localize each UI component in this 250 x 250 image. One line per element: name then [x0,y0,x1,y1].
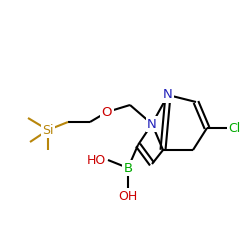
Text: OH: OH [118,190,138,203]
Text: Si: Si [42,124,54,136]
Text: O: O [102,106,112,118]
Text: Cl: Cl [228,122,240,134]
Text: B: B [124,162,132,174]
Text: N: N [163,88,173,102]
Text: N: N [147,118,157,130]
Text: HO: HO [87,154,106,166]
